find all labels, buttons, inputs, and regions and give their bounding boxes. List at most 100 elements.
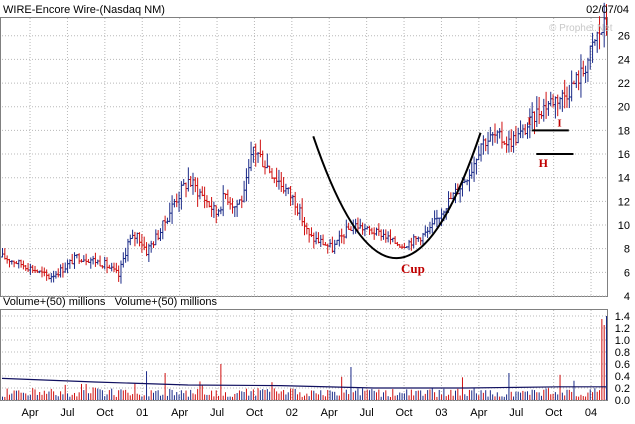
price-bar xyxy=(212,201,216,218)
price-bar xyxy=(175,193,179,208)
price-bar xyxy=(28,263,32,276)
price-bar xyxy=(79,259,83,263)
price-bar xyxy=(605,4,608,36)
price-bar xyxy=(247,159,251,184)
price-bar xyxy=(31,264,35,273)
price-bar xyxy=(565,86,569,108)
price-tick-label: 20 xyxy=(618,102,630,114)
price-bar xyxy=(63,262,67,273)
time-tick-label: Oct xyxy=(96,407,113,419)
price-tick-label: 18 xyxy=(618,125,630,137)
time-tick-label: Jul xyxy=(360,407,374,419)
price-bar xyxy=(184,182,188,198)
price-bar xyxy=(56,268,60,278)
price-bar xyxy=(539,110,543,119)
volume-tick-label: 0.6 xyxy=(615,359,630,371)
price-bar xyxy=(507,130,511,153)
price-bar xyxy=(217,208,221,217)
price-bar xyxy=(70,253,74,265)
price-tick-label: 26 xyxy=(618,31,630,43)
time-tick-label: Oct xyxy=(246,407,263,419)
price-bar xyxy=(240,195,244,209)
price-bar xyxy=(172,198,176,208)
price-bar xyxy=(12,260,16,268)
price-bar xyxy=(293,191,297,216)
time-tick-label: 01 xyxy=(136,407,148,419)
price-bar xyxy=(284,183,288,197)
price-bar xyxy=(579,54,583,98)
price-bar xyxy=(481,135,485,155)
price-bar xyxy=(1,247,4,258)
volume-tick-label: 1.2 xyxy=(615,323,630,335)
price-bar xyxy=(395,241,399,247)
price-bar xyxy=(553,96,557,119)
price-bar xyxy=(191,172,195,195)
price-bar xyxy=(584,65,588,83)
price-bar xyxy=(210,196,214,217)
time-tick-label: Apr xyxy=(470,407,487,419)
price-bar xyxy=(358,218,362,229)
price-tick-label: 6 xyxy=(624,267,630,279)
price-bar xyxy=(242,180,246,203)
price-bar xyxy=(344,219,348,239)
time-tick-label: Apr xyxy=(171,407,188,419)
price-bar xyxy=(270,168,274,179)
price-bar xyxy=(493,123,497,143)
price-bar xyxy=(316,232,320,244)
price-bar xyxy=(26,263,30,273)
price-bar xyxy=(84,253,88,266)
time-tick-label: Apr xyxy=(321,407,338,419)
price-bar xyxy=(542,98,546,122)
price-bar xyxy=(114,262,118,274)
price-tick-label: 22 xyxy=(618,78,630,90)
price-bar xyxy=(158,228,162,241)
price-bar xyxy=(147,243,151,262)
price-bar xyxy=(128,234,132,246)
price-bar xyxy=(117,265,121,282)
price-bar xyxy=(77,253,81,264)
price-bar xyxy=(593,38,597,46)
price-bar xyxy=(19,259,23,268)
price-bar xyxy=(168,202,172,223)
price-tick-label: 14 xyxy=(618,173,630,185)
price-bar xyxy=(82,255,86,262)
time-tick-label: Jul xyxy=(60,407,74,419)
price-bar xyxy=(544,91,548,119)
price-bar xyxy=(477,145,481,161)
price-bar xyxy=(419,237,423,246)
price-tick-label: 10 xyxy=(618,220,630,232)
price-bar xyxy=(330,236,334,253)
price-bar xyxy=(423,225,427,237)
price-tick-label: 4 xyxy=(624,291,630,303)
price-bar xyxy=(249,141,253,172)
price-tick-label: 8 xyxy=(624,244,630,256)
price-bar xyxy=(595,31,599,53)
price-bar xyxy=(251,146,255,163)
price-tick-label: 16 xyxy=(618,149,630,161)
price-bar xyxy=(375,227,379,236)
cup-label: Cup xyxy=(401,261,425,276)
price-tick-label: 24 xyxy=(618,54,630,66)
time-tick-label: Oct xyxy=(545,407,562,419)
price-bars xyxy=(1,2,608,284)
price-bar xyxy=(112,262,116,273)
volume-tick-label: 0.4 xyxy=(615,371,630,383)
price-bar xyxy=(96,259,100,265)
price-bar xyxy=(488,126,492,142)
price-bar xyxy=(586,57,590,82)
price-bar xyxy=(379,229,383,241)
volume-bars xyxy=(1,316,607,400)
price-bar xyxy=(393,236,397,244)
price-bar xyxy=(342,234,346,245)
price-bar xyxy=(261,150,265,168)
price-bar xyxy=(93,252,97,267)
price-bar xyxy=(491,131,495,146)
price-bar xyxy=(142,236,146,251)
price-bar xyxy=(66,259,70,273)
price-bar xyxy=(521,124,525,139)
price-bar xyxy=(479,143,483,162)
price-bar xyxy=(414,236,418,246)
price-bar xyxy=(556,94,560,117)
price-bar xyxy=(145,242,149,257)
price-bar xyxy=(230,198,234,214)
